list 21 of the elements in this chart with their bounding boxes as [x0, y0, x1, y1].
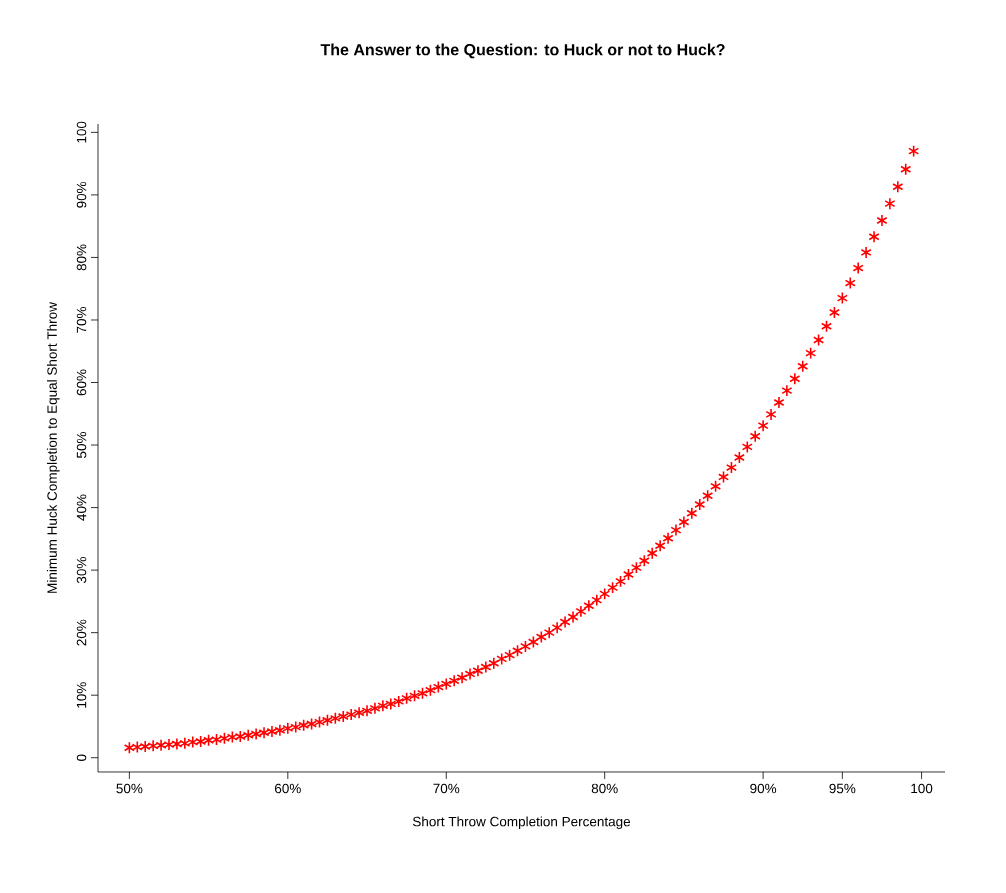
y-axis-title: Minimum Huck Completion to Equal Short Throw — [46, 302, 60, 593]
y-tick-label: 20% — [76, 619, 87, 646]
chart-title: The Answer to the Question: to Huck or not to Huck? — [320, 43, 725, 59]
y-tick-label: 30% — [76, 557, 87, 584]
x-tick-label: 95% — [829, 783, 856, 794]
y-tick-label: 60% — [76, 369, 87, 396]
y-tick-label: 0 — [76, 754, 87, 761]
y-tick-label: 40% — [76, 494, 87, 521]
x-tick-label: 70% — [433, 783, 460, 794]
y-tick-label: 10% — [76, 682, 87, 708]
y-tick-label: 90% — [76, 181, 87, 208]
x-tick-label: 100 — [911, 783, 933, 794]
x-tick-label: 80% — [591, 783, 618, 794]
y-tick-label: 50% — [76, 432, 87, 459]
x-tick-label: 60% — [274, 783, 301, 794]
x-tick-label: 50% — [116, 783, 143, 794]
y-tick-label: 70% — [76, 306, 87, 333]
x-tick-label: 90% — [750, 783, 777, 794]
y-tick-label: 80% — [76, 244, 87, 271]
y-tick-label: 100 — [76, 121, 87, 143]
x-axis-title: Short Throw Completion Percentage — [412, 816, 631, 830]
